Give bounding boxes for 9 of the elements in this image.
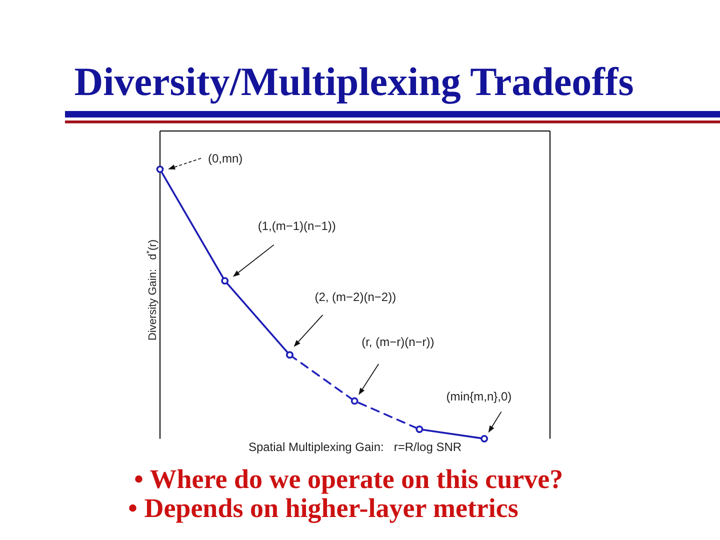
x-axis-title: Spatial Multiplexing Gain: r=R/log SNR bbox=[248, 440, 462, 454]
text: • Where do we operate on this curve? bbox=[134, 464, 564, 494]
annotation: (min{m,n},0) bbox=[446, 390, 512, 404]
annotation: (r, (m−r)(n−r)) bbox=[362, 334, 434, 349]
chart-title: Diversity/Multiplexing Tradeoffs bbox=[74, 59, 634, 104]
text: • Depends on higher-layer metrics bbox=[128, 493, 518, 523]
text: (0,mn) bbox=[208, 151, 243, 166]
annotation: (1,(m−1)(n−1)) bbox=[258, 218, 336, 233]
annotation: (2, (m−2)(n−2)) bbox=[314, 290, 396, 304]
